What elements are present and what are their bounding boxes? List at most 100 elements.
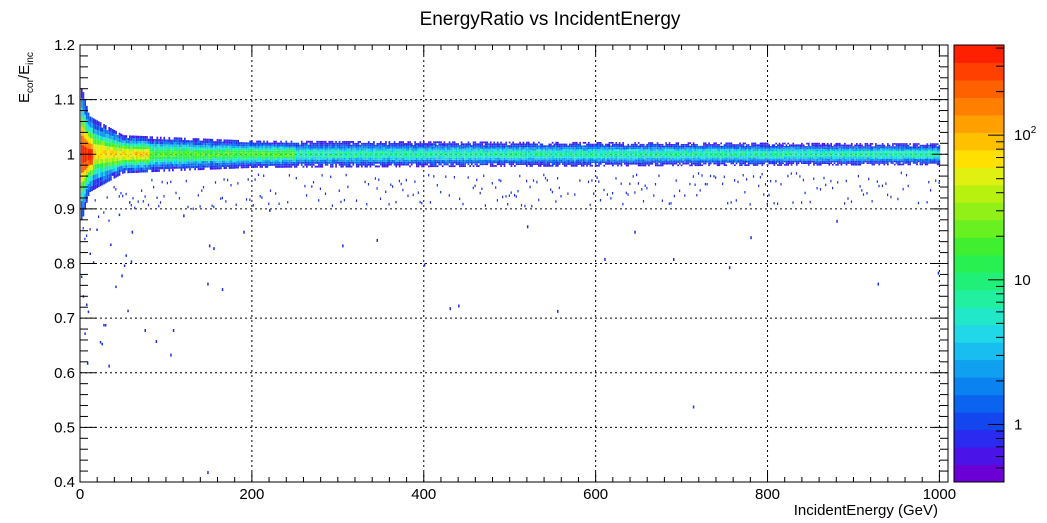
heatmap-cell	[452, 141, 454, 144]
heatmap-cell	[350, 141, 353, 143]
heatmap-cell	[161, 161, 164, 165]
heatmap-cell	[214, 147, 217, 150]
heatmap-cell	[367, 156, 370, 158]
heatmap-cell	[575, 159, 578, 162]
heatmap-cell	[428, 156, 430, 158]
heatmap-cell	[548, 163, 551, 165]
heatmap-cell	[414, 143, 416, 145]
heatmap-cell	[429, 150, 432, 153]
heatmap-cell	[130, 138, 133, 141]
heatmap-cell	[393, 163, 396, 166]
heatmap-cell	[443, 141, 446, 144]
heatmap-cell	[514, 156, 516, 158]
heatmap-cell	[142, 136, 145, 139]
heatmap-cell	[519, 161, 521, 164]
heatmap-cell	[220, 145, 222, 148]
heatmap-cell	[582, 150, 585, 153]
heatmap-cell	[445, 148, 447, 151]
heatmap-cell	[624, 147, 626, 149]
heatmap-cell	[331, 144, 334, 147]
heatmap-cell	[471, 163, 473, 166]
heatmap-cell	[337, 154, 339, 157]
heatmap-cell	[474, 143, 477, 146]
heatmap-cell	[405, 154, 408, 157]
heatmap-cell	[264, 146, 267, 149]
heatmap-cell	[641, 157, 643, 160]
heatmap-cell	[300, 150, 303, 153]
heatmap-cell	[159, 161, 162, 165]
heatmap-cell	[682, 152, 685, 155]
heatmap-cell	[400, 150, 403, 153]
heatmap-cell	[352, 158, 355, 160]
heatmap-cell	[147, 154, 150, 157]
heatmap-cell	[170, 139, 172, 142]
heatmap-cell	[574, 141, 576, 144]
heatmap-cell	[242, 154, 245, 157]
heatmap-cell	[91, 143, 93, 149]
heatmap-cell	[354, 156, 356, 158]
heatmap-cell	[546, 148, 549, 151]
heatmap-cell	[431, 163, 434, 166]
heatmap-cell	[302, 142, 305, 145]
heatmap-cell	[233, 164, 236, 167]
heatmap-cell	[445, 145, 447, 147]
heatmap-cell	[599, 156, 602, 158]
heatmap-cell	[575, 152, 578, 155]
heatmap-cell	[340, 200, 342, 204]
heatmap-cell	[452, 146, 454, 149]
heatmap-cell	[340, 152, 343, 155]
heatmap-cell	[558, 154, 561, 157]
heatmap-cell	[424, 152, 427, 155]
heatmap-cell	[201, 149, 203, 152]
heatmap-cell	[594, 145, 597, 148]
heatmap-cell	[254, 164, 257, 166]
heatmap-cell	[544, 145, 547, 148]
heatmap-cell	[240, 148, 243, 151]
heatmap-cell	[697, 155, 700, 158]
heatmap-cell	[465, 154, 468, 157]
heatmap-cell	[166, 139, 169, 142]
heatmap-cell	[392, 161, 394, 164]
heatmap-cell	[672, 159, 674, 162]
heatmap-cell	[159, 166, 162, 170]
heatmap-cell	[168, 159, 171, 162]
heatmap-cell	[469, 146, 471, 149]
heatmap-cell	[668, 152, 671, 155]
heatmap-cell	[472, 154, 475, 157]
heatmap-cell	[223, 156, 226, 159]
heatmap-cell	[606, 152, 609, 155]
heatmap-cell	[314, 150, 317, 153]
heatmap-cell	[696, 145, 698, 148]
heatmap-cell	[108, 138, 111, 143]
heatmap-cell	[137, 159, 140, 163]
heatmap-cell	[526, 148, 528, 151]
heatmap-cell	[593, 149, 595, 151]
heatmap-cell	[661, 143, 664, 146]
heatmap-cell	[459, 150, 461, 153]
heatmap-cell	[426, 150, 428, 153]
heatmap-cell	[89, 116, 92, 122]
heatmap-cell	[144, 162, 147, 165]
heatmap-cell	[259, 152, 262, 155]
heatmap-cell	[228, 158, 231, 161]
heatmap-cell	[120, 145, 123, 149]
heatmap-cell	[558, 156, 561, 158]
heatmap-cell	[252, 144, 255, 147]
heatmap-cell	[233, 143, 236, 146]
heatmap-cell	[165, 144, 167, 147]
heatmap-cell	[491, 145, 494, 147]
heatmap-cell	[615, 149, 618, 151]
heatmap-cell	[570, 163, 573, 165]
heatmap-cell	[538, 147, 540, 149]
heatmap-cell	[275, 146, 277, 149]
heatmap-cell	[709, 155, 712, 158]
heatmap-cell	[668, 162, 671, 165]
heatmap-cell	[319, 154, 322, 157]
heatmap-cell	[110, 158, 112, 162]
heatmap-cell	[86, 147, 88, 155]
heatmap-cell	[218, 165, 221, 168]
heatmap-cell	[141, 167, 143, 170]
heatmap-cell	[648, 142, 650, 144]
heatmap-cell	[577, 152, 580, 155]
heatmap-cell	[558, 145, 561, 148]
